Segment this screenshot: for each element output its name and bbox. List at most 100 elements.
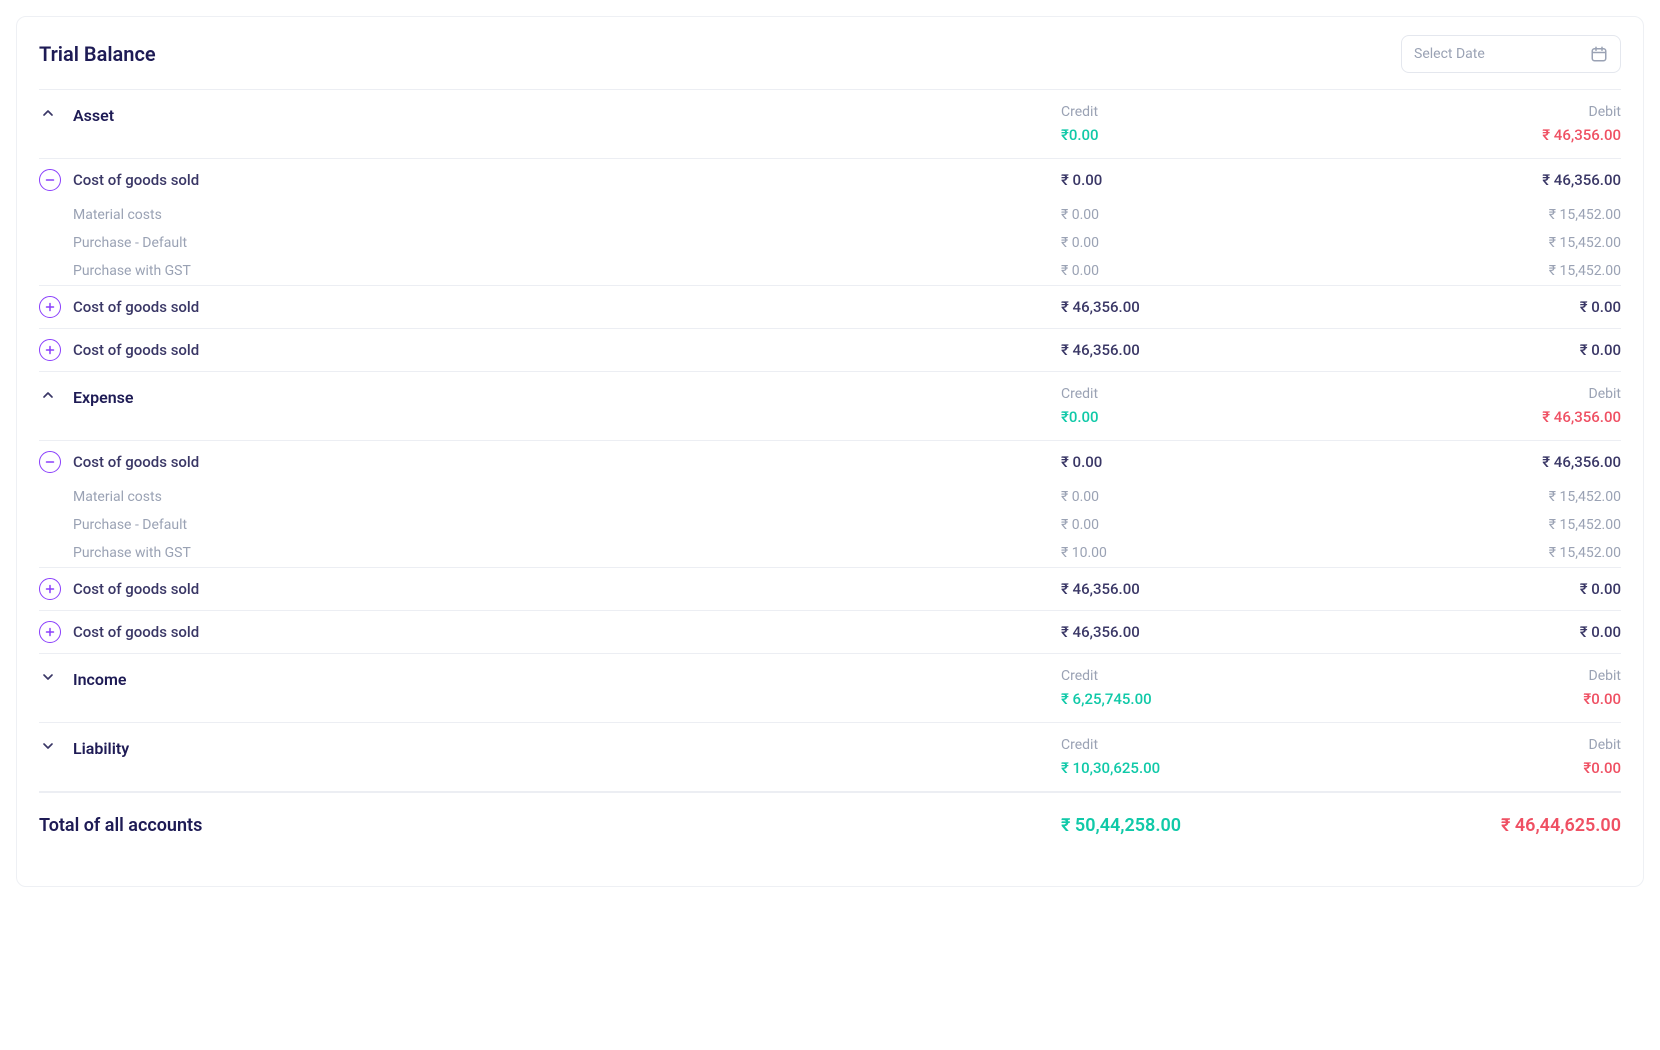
trial-balance-panel: Trial Balance Select Date AssetCredit₹0.… <box>16 16 1644 887</box>
sub-debit: ₹ 15,452.00 <box>1341 489 1621 505</box>
group-row: Cost of goods sold₹ 46,356.00₹ 0.00 <box>39 328 1621 371</box>
date-picker-placeholder: Select Date <box>1414 46 1485 62</box>
section-header[interactable]: ExpenseCredit ₹0.00Debit ₹ 46,356.00 <box>39 372 1621 440</box>
sub-row: Purchase - Default₹ 0.00₹ 15,452.00 <box>39 511 1621 539</box>
group-name: Cost of goods sold <box>73 341 1061 359</box>
group-credit: ₹ 46,356.00 <box>1061 341 1341 359</box>
section-header[interactable]: AssetCredit ₹0.00Debit ₹ 46,356.00 <box>39 90 1621 158</box>
group-credit: ₹ 46,356.00 <box>1061 580 1341 598</box>
debit-label: Debit <box>1341 386 1621 402</box>
credit-label: Credit <box>1061 668 1341 684</box>
expand-icon[interactable] <box>39 339 61 361</box>
sub-name: Purchase with GST <box>73 263 1061 279</box>
sub-credit: ₹ 0.00 <box>1061 489 1341 505</box>
sub-credit: ₹ 0.00 <box>1061 263 1341 279</box>
group-credit: ₹ 0.00 <box>1061 453 1341 471</box>
group-debit: ₹ 46,356.00 <box>1341 453 1621 471</box>
group-name: Cost of goods sold <box>73 580 1061 598</box>
totals-label: Total of all accounts <box>39 815 1061 836</box>
totals-row: Total of all accounts ₹ 50,44,258.00 ₹ 4… <box>39 792 1621 846</box>
sub-row: Material costs₹ 0.00₹ 15,452.00 <box>39 201 1621 229</box>
sub-row: Purchase with GST₹ 0.00₹ 15,452.00 <box>39 257 1621 285</box>
credit-column: Credit ₹ 10,30,625.00 <box>1061 737 1341 777</box>
section-name: Expense <box>73 386 1061 407</box>
debit-label: Debit <box>1341 737 1621 753</box>
calendar-icon <box>1590 45 1608 63</box>
collapse-icon[interactable] <box>39 169 61 191</box>
credit-column: Credit₹ 6,25,745.00 <box>1061 668 1341 708</box>
credit-column: Credit ₹0.00 <box>1061 104 1341 144</box>
section-header[interactable]: LiabilityCredit ₹ 10,30,625.00Debit ₹0.00 <box>39 723 1621 791</box>
expand-icon[interactable] <box>39 296 61 318</box>
sub-name: Purchase - Default <box>73 235 1061 251</box>
collapse-icon[interactable] <box>39 451 61 473</box>
debit-column: Debit ₹ 46,356.00 <box>1341 104 1621 144</box>
sub-debit: ₹ 15,452.00 <box>1341 235 1621 251</box>
group-name: Cost of goods sold <box>73 298 1061 316</box>
credit-value: ₹0.00 <box>1061 126 1341 144</box>
section-expense: ExpenseCredit₹0.00Debit₹ 46,356.00Cost o… <box>39 372 1621 654</box>
debit-value: ₹0.00 <box>1341 759 1621 777</box>
chevron-down-icon[interactable] <box>39 668 57 686</box>
debit-column: Debit ₹ 46,356.00 <box>1341 386 1621 426</box>
sub-row: Purchase - Default₹ 0.00₹ 15,452.00 <box>39 229 1621 257</box>
chevron-up-icon[interactable] <box>39 386 57 404</box>
debit-column: Debit ₹0.00 <box>1341 737 1621 777</box>
debit-label: Debit <box>1341 104 1621 120</box>
credit-value: ₹ 10,30,625.00 <box>1061 759 1341 777</box>
chevron-up-icon[interactable] <box>39 104 57 122</box>
sub-row: Purchase with GST₹ 10.00₹ 15,452.00 <box>39 539 1621 567</box>
sub-credit: ₹ 10.00 <box>1061 545 1341 561</box>
credit-label: Credit <box>1061 104 1341 120</box>
section-name: Asset <box>73 104 1061 125</box>
sub-credit: ₹ 0.00 <box>1061 517 1341 533</box>
totals-debit: ₹ 46,44,625.00 <box>1341 815 1621 836</box>
sub-name: Material costs <box>73 489 1061 505</box>
sub-debit: ₹ 15,452.00 <box>1341 517 1621 533</box>
debit-value: ₹ 46,356.00 <box>1341 126 1621 144</box>
group-credit: ₹ 46,356.00 <box>1061 298 1341 316</box>
group-name: Cost of goods sold <box>73 623 1061 641</box>
section-liability: LiabilityCredit ₹ 10,30,625.00Debit ₹0.00 <box>39 723 1621 792</box>
sub-row: Material costs₹ 0.00₹ 15,452.00 <box>39 483 1621 511</box>
debit-column: Debit ₹0.00 <box>1341 668 1621 708</box>
sub-name: Material costs <box>73 207 1061 223</box>
page-title: Trial Balance <box>39 42 156 66</box>
date-picker[interactable]: Select Date <box>1401 35 1621 73</box>
group-debit: ₹ 46,356.00 <box>1341 171 1621 189</box>
group-credit: ₹ 0.00 <box>1061 171 1341 189</box>
sub-debit: ₹ 15,452.00 <box>1341 545 1621 561</box>
group-debit: ₹ 0.00 <box>1341 341 1621 359</box>
credit-label: Credit <box>1061 737 1341 753</box>
group-debit: ₹ 0.00 <box>1341 298 1621 316</box>
credit-value: ₹0.00 <box>1061 408 1341 426</box>
sub-credit: ₹ 0.00 <box>1061 235 1341 251</box>
debit-value: ₹0.00 <box>1341 690 1621 708</box>
section-header[interactable]: IncomeCredit₹ 6,25,745.00Debit ₹0.00 <box>39 654 1621 722</box>
expand-icon[interactable] <box>39 578 61 600</box>
chevron-down-icon[interactable] <box>39 737 57 755</box>
group-name: Cost of goods sold <box>73 453 1061 471</box>
expand-icon[interactable] <box>39 621 61 643</box>
credit-column: Credit ₹0.00 <box>1061 386 1341 426</box>
section-asset: AssetCredit₹0.00Debit₹ 46,356.00Cost of … <box>39 90 1621 372</box>
sub-debit: ₹ 15,452.00 <box>1341 207 1621 223</box>
sub-name: Purchase with GST <box>73 545 1061 561</box>
group-row: Cost of goods sold₹ 46,356.00₹ 0.00 <box>39 610 1621 653</box>
debit-label: Debit <box>1341 668 1621 684</box>
group-row: Cost of goods sold₹ 0.00₹ 46,356.00 <box>39 158 1621 201</box>
group-debit: ₹ 0.00 <box>1341 580 1621 598</box>
totals-credit: ₹ 50,44,258.00 <box>1061 815 1341 836</box>
sub-debit: ₹ 15,452.00 <box>1341 263 1621 279</box>
sub-credit: ₹ 0.00 <box>1061 207 1341 223</box>
group-credit: ₹ 46,356.00 <box>1061 623 1341 641</box>
group-debit: ₹ 0.00 <box>1341 623 1621 641</box>
debit-value: ₹ 46,356.00 <box>1341 408 1621 426</box>
section-name: Liability <box>73 737 1061 758</box>
section-income: IncomeCredit₹ 6,25,745.00Debit ₹0.00 <box>39 654 1621 723</box>
group-row: Cost of goods sold₹ 46,356.00₹ 0.00 <box>39 285 1621 328</box>
section-name: Income <box>73 668 1061 689</box>
group-name: Cost of goods sold <box>73 171 1061 189</box>
sub-name: Purchase - Default <box>73 517 1061 533</box>
credit-label: Credit <box>1061 386 1341 402</box>
